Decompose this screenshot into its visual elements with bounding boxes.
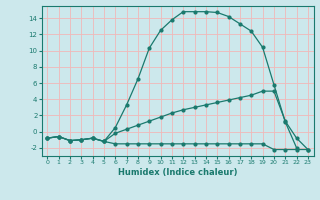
X-axis label: Humidex (Indice chaleur): Humidex (Indice chaleur): [118, 168, 237, 177]
